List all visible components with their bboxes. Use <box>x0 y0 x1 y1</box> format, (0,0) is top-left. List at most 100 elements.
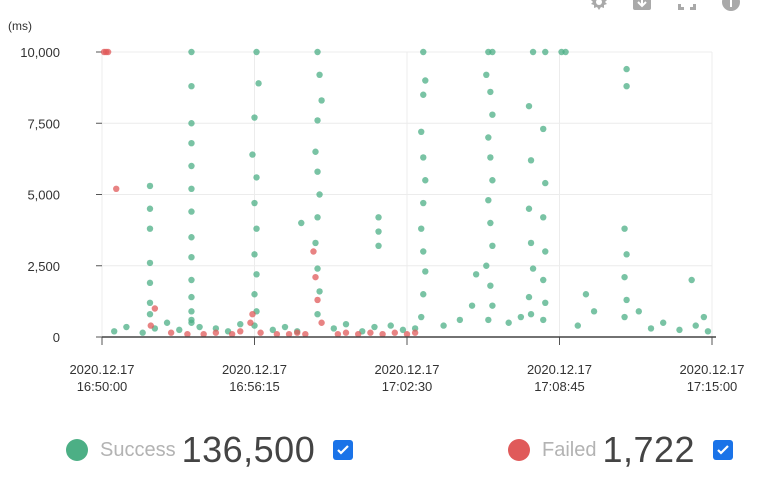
success-point <box>692 322 699 329</box>
y-tick-label: 10,000 <box>20 45 60 60</box>
success-point <box>298 219 305 227</box>
failed-point <box>167 329 175 336</box>
success-point <box>489 302 496 309</box>
success-point <box>422 77 429 84</box>
success-point <box>485 134 492 141</box>
success-point <box>314 117 321 124</box>
success-point <box>375 214 382 221</box>
success-point <box>574 322 581 329</box>
success-point <box>253 174 260 181</box>
success-point <box>375 228 382 235</box>
success-point <box>318 97 325 104</box>
success-point <box>176 326 183 334</box>
legend-success-label: Success <box>100 438 176 461</box>
y-axis-ticks: 10,000 7,500 5,000 2,500 0 <box>20 45 102 345</box>
success-point <box>418 128 425 135</box>
success-point <box>139 329 146 336</box>
success-point <box>487 154 494 161</box>
failed-point <box>310 248 317 255</box>
success-point <box>146 259 154 267</box>
download-icon[interactable] <box>631 0 653 12</box>
success-point <box>487 219 494 227</box>
success-point <box>314 168 321 175</box>
success-point <box>146 311 154 318</box>
x-tick-date-label: 2020.12.17 <box>69 362 134 377</box>
failed-point <box>184 330 191 338</box>
success-point <box>422 268 429 275</box>
success-point <box>316 288 323 295</box>
chart-legend: Success 136,500 Failed 1,722 <box>0 425 768 475</box>
x-tick-time-label: 16:50:00 <box>77 379 128 394</box>
failed-point <box>113 185 120 192</box>
success-point <box>456 316 464 324</box>
success-point <box>540 214 547 221</box>
success-point <box>255 80 262 87</box>
success-point <box>251 199 258 207</box>
x-tick-date-label: 2020.12.17 <box>527 362 592 377</box>
success-point <box>253 271 260 278</box>
x-tick-time-label: 17:02:30 <box>382 379 433 394</box>
failed-checkbox[interactable] <box>713 440 734 460</box>
success-point <box>489 111 496 118</box>
y-tick-label: 0 <box>53 330 60 345</box>
success-point <box>330 325 337 332</box>
failed-point <box>391 329 398 336</box>
failed-point <box>312 273 319 281</box>
success-point <box>188 308 195 315</box>
success-point <box>418 225 425 232</box>
success-point <box>420 199 427 207</box>
y-tick-label: 7,500 <box>27 116 60 131</box>
success-point <box>621 225 628 232</box>
success-point <box>529 48 537 56</box>
success-point <box>676 326 683 334</box>
legend-failed-label: Failed <box>542 438 597 461</box>
success-point <box>312 239 319 247</box>
success-point <box>123 323 130 331</box>
fullscreen-icon[interactable] <box>676 0 698 12</box>
scatter-chart: (ms) 10,000 7,500 5,000 2,500 0 2020.12.17 16… <box>8 19 745 394</box>
failed-point <box>367 329 374 336</box>
failed-point <box>273 330 281 338</box>
success-point <box>700 313 708 321</box>
success-point <box>487 88 494 96</box>
success-point <box>188 293 195 301</box>
info-icon[interactable] <box>720 0 742 12</box>
failed-point <box>237 328 244 335</box>
legend-item-failed[interactable]: Failed 1,722 <box>508 425 734 475</box>
success-point <box>251 114 258 121</box>
success-point <box>440 322 447 329</box>
failed-point <box>342 329 350 336</box>
series-success-points <box>111 48 712 336</box>
success-point <box>688 276 695 284</box>
success-point <box>251 251 258 258</box>
success-point <box>111 328 118 335</box>
success-point <box>188 319 195 326</box>
success-point <box>483 262 490 269</box>
success-point <box>704 328 712 335</box>
legend-item-success[interactable]: Success 136,500 <box>66 425 354 475</box>
success-checkbox[interactable] <box>333 440 354 460</box>
success-point <box>647 325 655 332</box>
success-point <box>418 313 425 321</box>
success-point <box>487 282 494 289</box>
settings-icon[interactable] <box>588 0 610 12</box>
success-point <box>387 322 394 329</box>
success-point <box>281 323 289 331</box>
success-point <box>623 296 630 304</box>
success-point <box>269 326 276 334</box>
success-point <box>542 48 549 56</box>
success-point <box>188 234 195 241</box>
failed-point <box>334 330 342 338</box>
chart-toolbar <box>568 0 768 14</box>
success-point <box>237 320 244 328</box>
success-point <box>489 177 496 184</box>
success-point <box>505 319 512 326</box>
success-point <box>188 83 195 90</box>
failed-point <box>228 330 236 338</box>
failed-point <box>314 296 321 304</box>
success-point <box>251 291 258 298</box>
success-point <box>542 179 549 187</box>
failed-point <box>302 330 309 338</box>
success-point <box>525 205 533 212</box>
success-point <box>525 102 533 110</box>
